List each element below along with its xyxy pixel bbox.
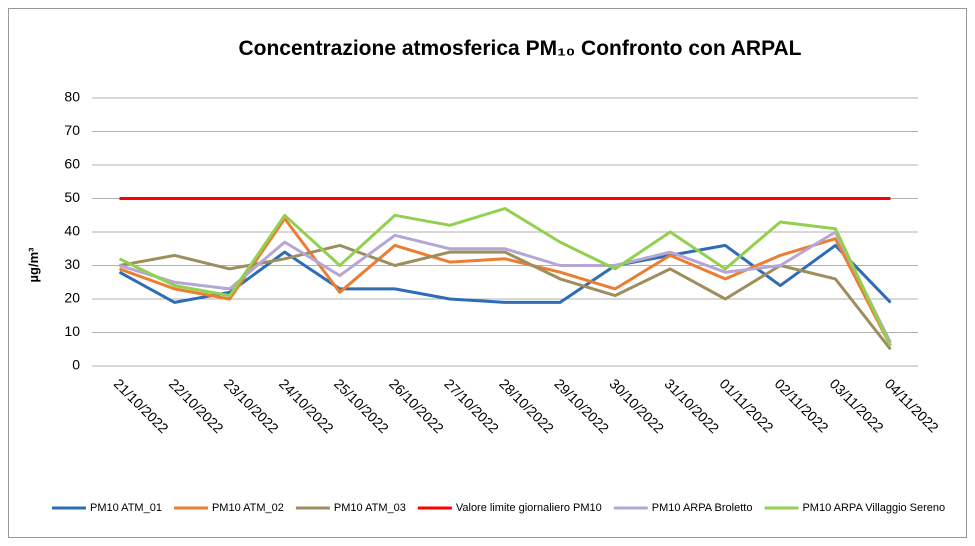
legend-label: PM10 ATM_01 <box>90 502 162 514</box>
y-tick-label: 20 <box>64 290 80 306</box>
legend-label: PM10 ARPA Broletto <box>652 502 753 514</box>
y-tick-label: 0 <box>72 357 80 373</box>
chart-frame <box>8 8 967 538</box>
y-tick-label: 10 <box>64 323 80 339</box>
series-line <box>119 243 892 351</box>
legend-label: PM10 ARPA Villaggio Sereno <box>802 502 945 514</box>
legend-label: PM10 ATM_03 <box>334 502 406 514</box>
y-tick-label: 60 <box>64 156 80 172</box>
series-line <box>119 230 892 344</box>
chart-title: Concentrazione atmosferica PM₁₀ Confront… <box>238 37 801 60</box>
y-tick-label: 40 <box>64 223 80 239</box>
legend-label: Valore limite giornaliero PM10 <box>456 502 602 514</box>
y-tick-label: 50 <box>64 189 80 205</box>
legend-label: PM10 ATM_02 <box>212 502 284 514</box>
y-tick-label: 70 <box>64 122 80 138</box>
y-axis-label: µg/m³ <box>26 247 41 283</box>
y-tick-label: 30 <box>64 256 80 272</box>
series-line <box>118 207 892 347</box>
series-line <box>118 243 892 304</box>
y-tick-label: 80 <box>64 89 80 105</box>
